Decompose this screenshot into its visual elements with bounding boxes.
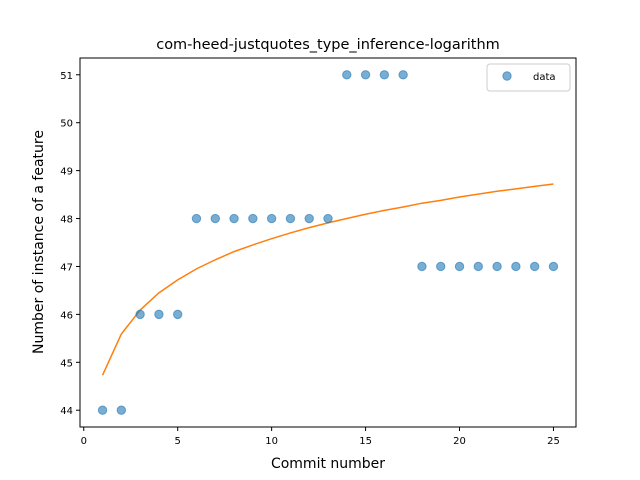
y-axis-ticks: 44 45 46 47 48 49 50 51 (60, 71, 80, 417)
data-point (173, 309, 183, 320)
axes-frame (79, 57, 577, 428)
x-tick-label: 20 (453, 436, 466, 447)
data-point (116, 405, 127, 415)
y-tick-label: 47 (60, 262, 73, 273)
data-point (360, 70, 371, 80)
data-point (154, 309, 164, 320)
y-tick-label: 45 (60, 358, 73, 369)
y-tick-label: 51 (60, 71, 73, 82)
data-point (548, 261, 559, 272)
x-tick-label: 10 (265, 436, 278, 447)
x-axis-ticks: 0 5 10 15 20 25 (81, 427, 560, 447)
data-point (436, 261, 446, 272)
data-point (285, 213, 296, 224)
data-point (492, 261, 502, 272)
y-tick-label: 49 (60, 167, 73, 178)
data-point (135, 309, 145, 320)
x-tick-label: 5 (175, 436, 181, 447)
legend-box (486, 63, 571, 92)
data-point (473, 261, 483, 272)
data-point (97, 405, 108, 415)
x-tick-label: 15 (359, 436, 372, 447)
x-axis-label: Commit number (271, 456, 385, 472)
data-point (398, 70, 408, 80)
data-points-layer (97, 70, 559, 415)
data-point (342, 70, 352, 80)
data-point (266, 213, 277, 224)
legend-label: data (533, 72, 556, 83)
y-axis-label: Number of instance of a feature (31, 130, 47, 354)
chart-title: com-heed-justquotes_type_inference-logar… (156, 37, 500, 53)
data-point (304, 213, 314, 224)
data-point (417, 261, 427, 272)
x-tick-label: 25 (547, 436, 560, 447)
y-tick-label: 48 (60, 215, 73, 226)
y-tick-label: 50 (60, 119, 73, 130)
data-point (191, 213, 202, 224)
data-point (379, 70, 390, 80)
data-point (229, 213, 239, 224)
legend-marker (502, 71, 512, 81)
legend: data (486, 63, 571, 92)
data-point (454, 261, 465, 272)
x-tick-label: 0 (81, 436, 87, 447)
data-point (511, 261, 521, 272)
data-point (323, 213, 333, 224)
data-point (248, 213, 258, 224)
y-tick-label: 44 (60, 406, 73, 417)
data-point (210, 213, 220, 224)
data-point (529, 261, 540, 272)
y-tick-label: 46 (60, 310, 73, 321)
